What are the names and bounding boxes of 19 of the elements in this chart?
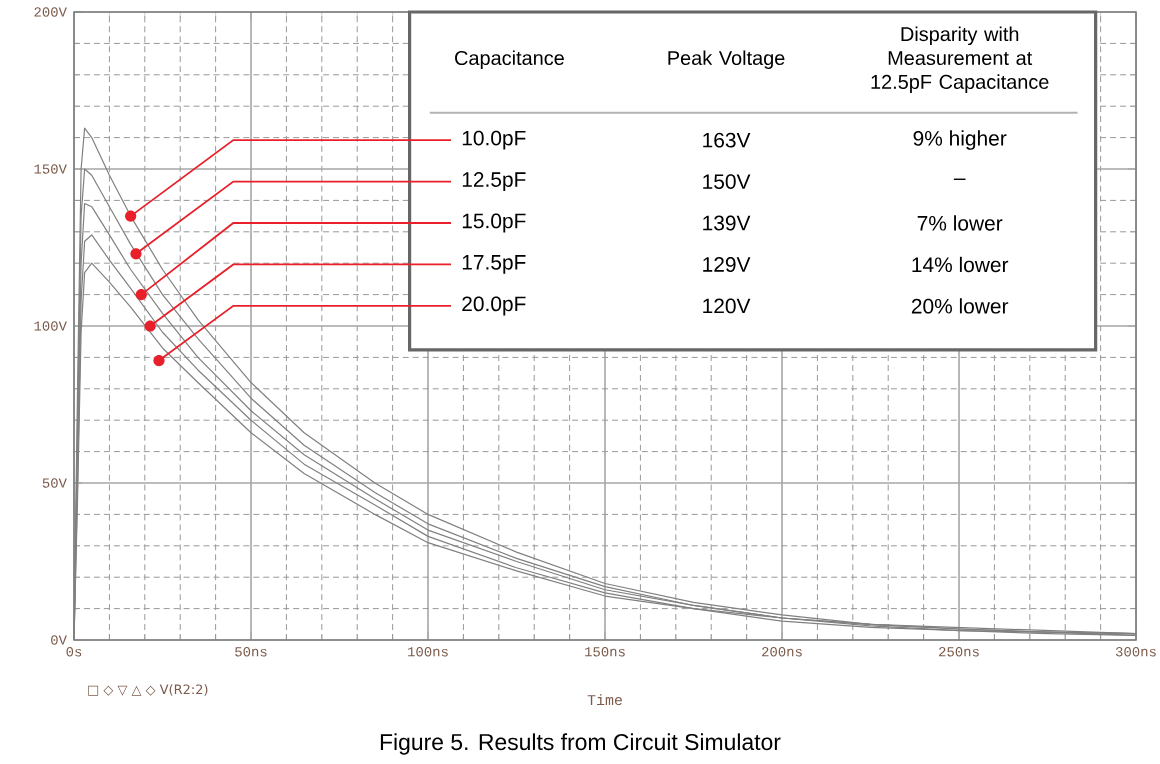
annotation: – <box>953 178 966 180</box>
annotation: 20.0pF <box>462 296 526 316</box>
annotation: 17.5pF <box>462 255 526 274</box>
annotation: Peak Voltage <box>668 50 785 69</box>
annotation: 10.0pF <box>462 130 526 150</box>
annotation: 7% lower <box>917 215 1003 231</box>
annotation: 129V <box>703 257 751 272</box>
annotation: 120V <box>703 298 751 314</box>
annotation: 139V <box>703 215 751 231</box>
annotation: Capacitance <box>455 50 564 69</box>
annotation: 12.5pF <box>462 172 526 192</box>
annotation: Disparity with Measurement at 12.5pF Capacitance <box>871 26 1049 93</box>
annotation: 9% higher <box>913 130 1007 150</box>
annotation: 20% lower <box>911 298 1009 314</box>
annotation: 163V <box>703 132 751 148</box>
annotation: 15.0pF <box>462 213 526 233</box>
caption: Figure 5. Results from Circuit Simulator <box>380 733 781 755</box>
annotation: 14% lower <box>912 256 1009 273</box>
annotation: 150V <box>703 174 751 189</box>
